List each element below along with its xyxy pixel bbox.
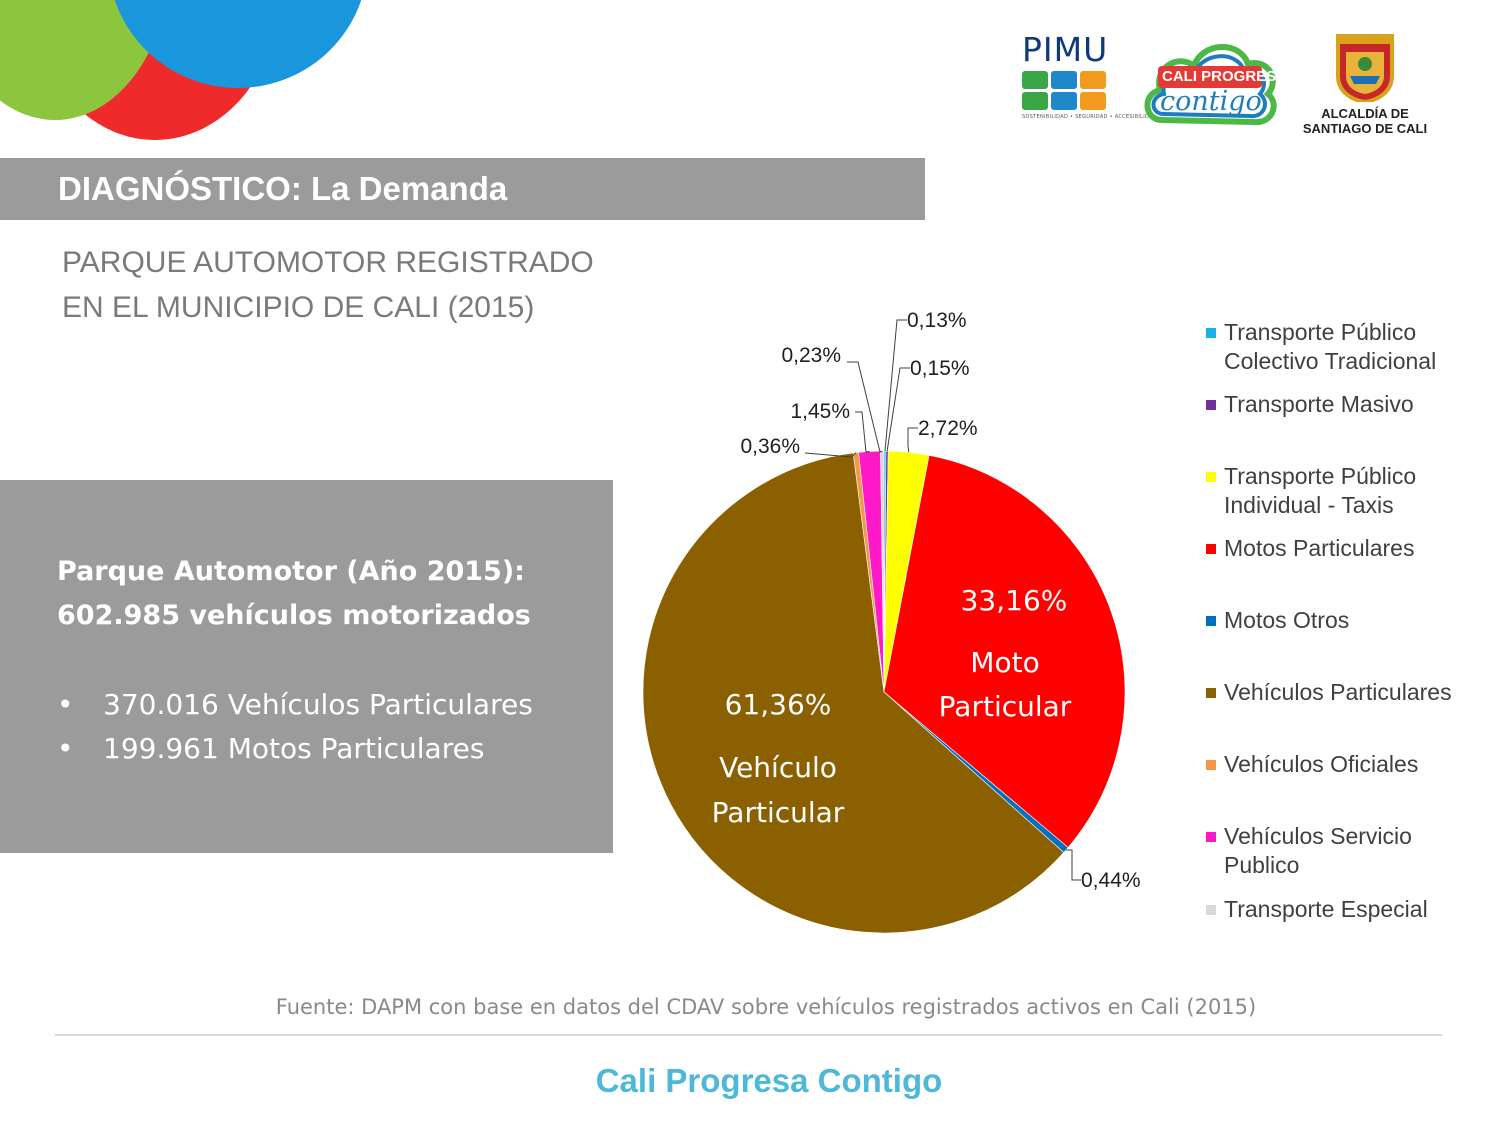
data-label: 0,23% xyxy=(781,344,841,367)
footer-divider xyxy=(55,1034,1442,1036)
bullet-marker: • xyxy=(57,688,74,721)
legend-label: Motos Particulares xyxy=(1224,534,1494,563)
slice-caption: Moto xyxy=(970,646,1039,679)
bullet-text: 370.016 Vehículos Particulares xyxy=(103,688,533,721)
leader-line xyxy=(855,411,870,453)
legend-label-line: Motos Particulares xyxy=(1224,535,1415,561)
legend-label-line: Vehículos Particulares xyxy=(1224,679,1452,705)
legend-item: Transporte Especial xyxy=(1206,895,1494,924)
leader-line xyxy=(886,367,910,452)
legend-item: Vehículos Oficiales xyxy=(1206,750,1494,779)
legend-label-line: Vehículos Servicio xyxy=(1224,823,1412,849)
legend-swatch xyxy=(1206,400,1216,410)
slice-caption: Particular xyxy=(712,796,845,829)
legend-item: Motos Otros xyxy=(1206,606,1494,635)
legend-label: Vehículos Servicio Publico xyxy=(1224,822,1494,880)
legend-label-line: Transporte Masivo xyxy=(1224,391,1414,417)
pie-slice-vehiculos-particulares xyxy=(642,452,1065,934)
legend-label-line: Vehículos Oficiales xyxy=(1224,751,1419,777)
info-box-title-line2: 602.985 vehículos motorizados xyxy=(57,600,531,631)
alcaldia-line1: ALCALDÍA DE xyxy=(1321,106,1409,121)
legend-label-line: Transporte Público xyxy=(1224,319,1417,345)
legend-swatch xyxy=(1206,760,1216,770)
coat-of-arms-icon xyxy=(1336,34,1394,105)
legend-label: Transporte Especial xyxy=(1224,895,1494,924)
data-label: 0,15% xyxy=(910,357,970,380)
legend-swatch xyxy=(1206,616,1216,626)
alcaldia-line2: SANTIAGO DE CALI xyxy=(1302,121,1428,136)
subtitle-line2: EN EL MUNICIPIO DE CALI (2015) xyxy=(62,291,535,324)
data-label: 1,45% xyxy=(790,400,850,423)
pimu-logo-text: PIMU xyxy=(1022,30,1109,69)
slice-caption: Particular xyxy=(939,690,1072,723)
subtitle-line1: PARQUE AUTOMOTOR REGISTRADO xyxy=(62,246,594,279)
info-bullet-item: • 199.961 Motos Particulares xyxy=(57,727,597,771)
legend-label-line: Motos Otros xyxy=(1224,607,1350,633)
legend-label: Vehículos Particulares xyxy=(1224,678,1494,707)
legend-item: Transporte Público Individual - Taxis xyxy=(1206,462,1494,520)
legend-item: Transporte Público Colectivo Tradicional xyxy=(1206,318,1494,376)
pie-slice-motos-particulares xyxy=(883,454,1126,848)
alcaldia-logo: ALCALDÍA DE SANTIAGO DE CALI xyxy=(1290,32,1440,136)
legend-swatch xyxy=(1206,544,1216,554)
header-bar xyxy=(0,158,925,220)
pimu-logo: PIMU SOSTENIBILIDAD • SEGURIDAD • ACCESI… xyxy=(1022,30,1157,135)
data-label: 0,36% xyxy=(740,435,800,458)
legend-swatch xyxy=(1206,905,1216,915)
legend-item: Vehículos Particulares xyxy=(1206,678,1494,707)
bullet-text: 199.961 Motos Particulares xyxy=(103,732,485,765)
data-label: 61,36% xyxy=(725,688,832,721)
legend-label: Transporte Público Colectivo Tradicional xyxy=(1224,318,1494,376)
info-box-title-line1: Parque Automotor (Año 2015): xyxy=(57,556,525,587)
legend-swatch xyxy=(1206,832,1216,842)
legend-label: Motos Otros xyxy=(1224,606,1494,635)
pimu-icon-grid xyxy=(1022,71,1122,110)
cali-progresa-cloud-logo: CALI PROGRESA contigo xyxy=(1140,28,1287,136)
bullet-marker: • xyxy=(57,732,74,765)
legend-label-line: Individual - Taxis xyxy=(1224,492,1394,518)
info-box-content: Parque Automotor (Año 2015): 602.985 veh… xyxy=(57,550,597,771)
pimu-tagline: SOSTENIBILIDAD • SEGURIDAD • ACCESIBILID… xyxy=(1022,114,1157,120)
leader-line xyxy=(907,427,918,453)
legend-item: Motos Particulares xyxy=(1206,534,1494,563)
data-label: 33,16% xyxy=(961,584,1068,617)
legend-label: Vehículos Oficiales xyxy=(1224,750,1494,779)
chart-subtitle: PARQUE AUTOMOTOR REGISTRADO EN EL MUNICI… xyxy=(62,240,594,330)
info-bullet-item: • 370.016 Vehículos Particulares xyxy=(57,683,597,727)
leader-line xyxy=(804,452,857,458)
page-title: DIAGNÓSTICO: La Demanda xyxy=(58,170,508,207)
legend-item: Vehículos Servicio Publico xyxy=(1206,822,1494,880)
legend-label: Transporte Masivo xyxy=(1224,390,1494,419)
legend-label: Transporte Público Individual - Taxis xyxy=(1224,462,1494,520)
legend-label-line: Publico xyxy=(1224,852,1300,878)
legend-label-line: Transporte Especial xyxy=(1224,896,1428,922)
legend-swatch xyxy=(1206,472,1216,482)
legend-swatch xyxy=(1206,688,1216,698)
cloud-logo-line2: contigo xyxy=(1160,86,1262,117)
leader-line xyxy=(884,319,907,452)
footer-brand: Cali Progresa Contigo xyxy=(595,1062,943,1099)
legend-swatch xyxy=(1206,328,1216,338)
info-box xyxy=(0,480,613,853)
data-label: 2,72% xyxy=(918,417,978,440)
pie-chart: 0,13% 0,15% 2,72% 33,16% Moto Particular 0,44%… xyxy=(642,309,1141,934)
cloud-logo-line1: CALI PROGRESA xyxy=(1162,68,1288,85)
legend-label-line: Transporte Público xyxy=(1224,463,1417,489)
source-note: Fuente: DAPM con base en datos del CDAV … xyxy=(275,995,1257,1019)
legend-item: Transporte Masivo xyxy=(1206,390,1494,419)
slice-caption: Vehículo xyxy=(719,751,837,784)
legend-label-line: Colectivo Tradicional xyxy=(1224,348,1437,374)
leader-line xyxy=(847,361,883,453)
data-label: 0,44% xyxy=(1081,869,1141,892)
leader-line xyxy=(1066,849,1081,881)
cloud-icon xyxy=(1144,44,1277,126)
data-label: 0,13% xyxy=(907,309,967,332)
